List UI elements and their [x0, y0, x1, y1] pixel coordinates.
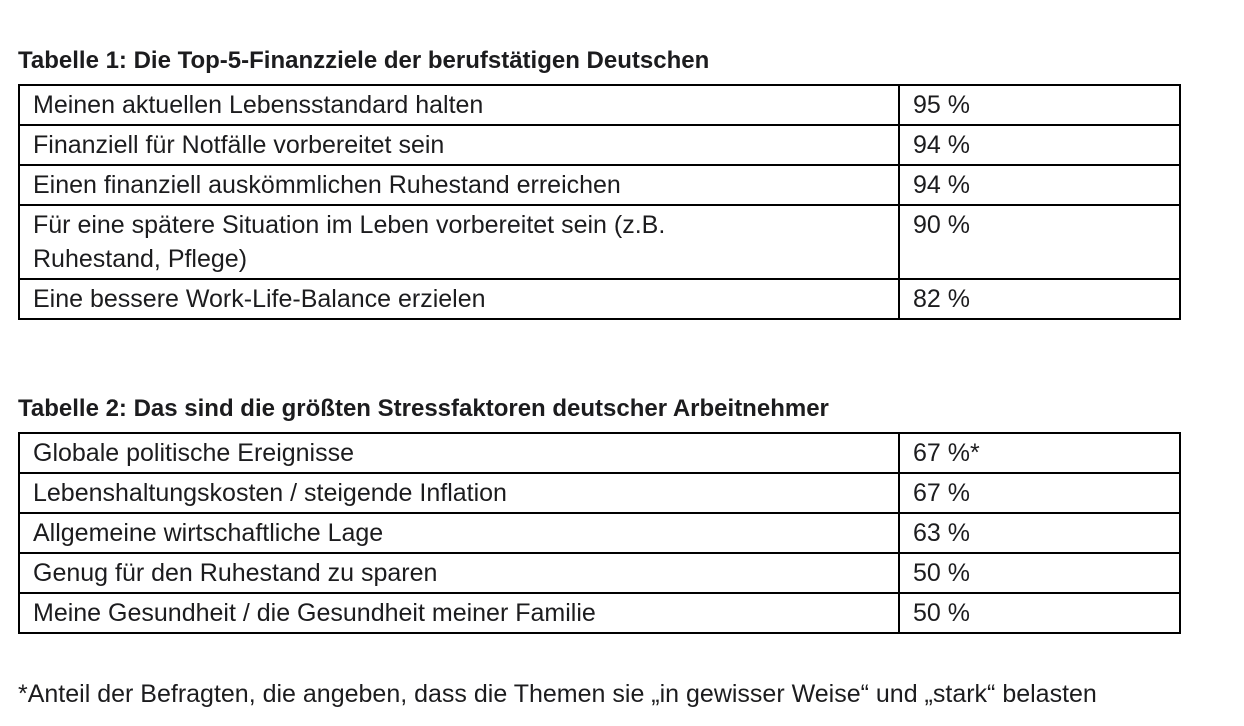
factor-value-cell: 67 % — [898, 472, 1181, 514]
factor-value-cell: 67 %* — [898, 432, 1181, 474]
table-row: Lebenshaltungskosten / steigende Inflati… — [18, 472, 1181, 514]
goal-label-cell: Für eine spätere Situation im Leben vorb… — [18, 204, 900, 280]
table-row: Einen finanziell auskömmlichen Ruhestand… — [18, 164, 1181, 206]
factor-value-cell: 50 % — [898, 552, 1181, 594]
goal-label-cell: Eine bessere Work-Life-Balance erzielen — [18, 278, 900, 320]
table-row: Meinen aktuellen Lebensstandard halten 9… — [18, 84, 1181, 126]
goal-label-cell: Einen finanziell auskömmlichen Ruhestand… — [18, 164, 900, 206]
factor-label-cell: Globale politische Ereignisse — [18, 432, 900, 474]
table2-title: Tabelle 2: Das sind die größten Stressfa… — [18, 395, 829, 422]
stress-factors-table: Globale politische Ereignisse 67 %* Lebe… — [18, 432, 1181, 634]
table-row: Genug für den Ruhestand zu sparen 50 % — [18, 552, 1181, 594]
factor-label-cell: Lebenshaltungskosten / steigende Inflati… — [18, 472, 900, 514]
goal-label-cell: Meinen aktuellen Lebensstandard halten — [18, 84, 900, 126]
table-row: Für eine spätere Situation im Leben vorb… — [18, 204, 1181, 280]
table-row: Meine Gesundheit / die Gesundheit meiner… — [18, 592, 1181, 634]
table-row: Allgemeine wirtschaftliche Lage 63 % — [18, 512, 1181, 554]
table-row: Eine bessere Work-Life-Balance erzielen … — [18, 278, 1181, 320]
finance-goals-table: Meinen aktuellen Lebensstandard halten 9… — [18, 84, 1181, 320]
goal-value-cell: 94 % — [898, 124, 1181, 166]
table-row: Finanziell für Notfälle vorbereitet sein… — [18, 124, 1181, 166]
factor-label-cell: Meine Gesundheit / die Gesundheit meiner… — [18, 592, 900, 634]
factor-label-cell: Allgemeine wirtschaftliche Lage — [18, 512, 900, 554]
goal-label-cell: Finanziell für Notfälle vorbereitet sein — [18, 124, 900, 166]
factor-value-cell: 50 % — [898, 592, 1181, 634]
goal-value-cell: 95 % — [898, 84, 1181, 126]
table1-title: Tabelle 1: Die Top-5-Finanzziele der ber… — [18, 47, 710, 74]
footnote-text: *Anteil der Befragten, die angeben, dass… — [18, 680, 1097, 708]
factor-label-cell: Genug für den Ruhestand zu sparen — [18, 552, 900, 594]
goal-value-cell: 94 % — [898, 164, 1181, 206]
goal-value-cell: 90 % — [898, 204, 1181, 280]
table-row: Globale politische Ereignisse 67 %* — [18, 432, 1181, 474]
goal-value-cell: 82 % — [898, 278, 1181, 320]
factor-value-cell: 63 % — [898, 512, 1181, 554]
